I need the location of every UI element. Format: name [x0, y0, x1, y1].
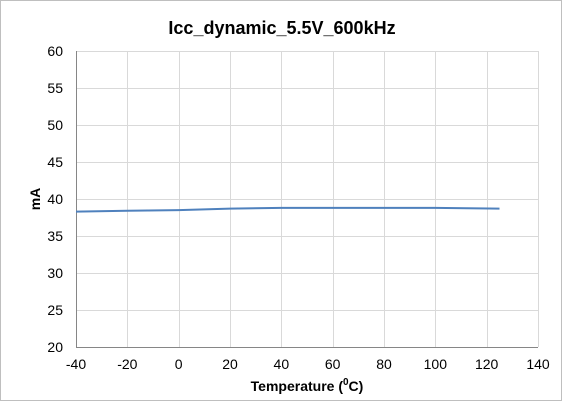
y-tick-label-3: 35 — [47, 228, 63, 244]
y-tick-label-6: 50 — [47, 117, 63, 133]
axes — [76, 51, 538, 348]
series-group — [75, 206, 500, 213]
y-tick-label-8: 60 — [47, 43, 63, 59]
x-tick-label-6: 80 — [376, 356, 392, 372]
y-tick-label-4: 40 — [47, 191, 63, 207]
y-tick-label-7: 55 — [47, 80, 63, 96]
y-tick-label-5: 45 — [47, 154, 63, 170]
x-tick-label-0: -40 — [66, 356, 86, 372]
x-tick-label-2: 0 — [175, 356, 183, 372]
x-axis-label-end: C) — [349, 378, 364, 394]
series-line-0 — [75, 206, 500, 213]
x-tick-label-4: 40 — [274, 356, 290, 372]
x-tick-labels: -40 -20 0 20 40 60 80 100 120 140 — [66, 356, 550, 372]
x-axis-label: Temperature (0C) — [251, 377, 364, 394]
x-tick-label-3: 20 — [222, 356, 238, 372]
y-tick-label-2: 30 — [47, 265, 63, 281]
x-axis-label-superscript: 0 — [343, 377, 349, 388]
y-tick-label-0: 20 — [47, 339, 63, 355]
x-tick-label-9: 140 — [526, 356, 550, 372]
chart-title: Icc_dynamic_5.5V_600kHz — [168, 18, 395, 38]
grid — [76, 51, 539, 348]
x-tick-label-7: 100 — [424, 356, 448, 372]
x-tick-label-5: 60 — [325, 356, 341, 372]
x-axis-label-start: Temperature ( — [251, 378, 344, 394]
y-tick-labels: 20 25 30 35 40 45 50 55 60 — [47, 43, 63, 355]
x-tick-label-1: -20 — [117, 356, 137, 372]
x-tick-label-8: 120 — [475, 356, 499, 372]
y-tick-label-1: 25 — [47, 302, 63, 318]
y-axis-label: mA — [27, 188, 43, 211]
